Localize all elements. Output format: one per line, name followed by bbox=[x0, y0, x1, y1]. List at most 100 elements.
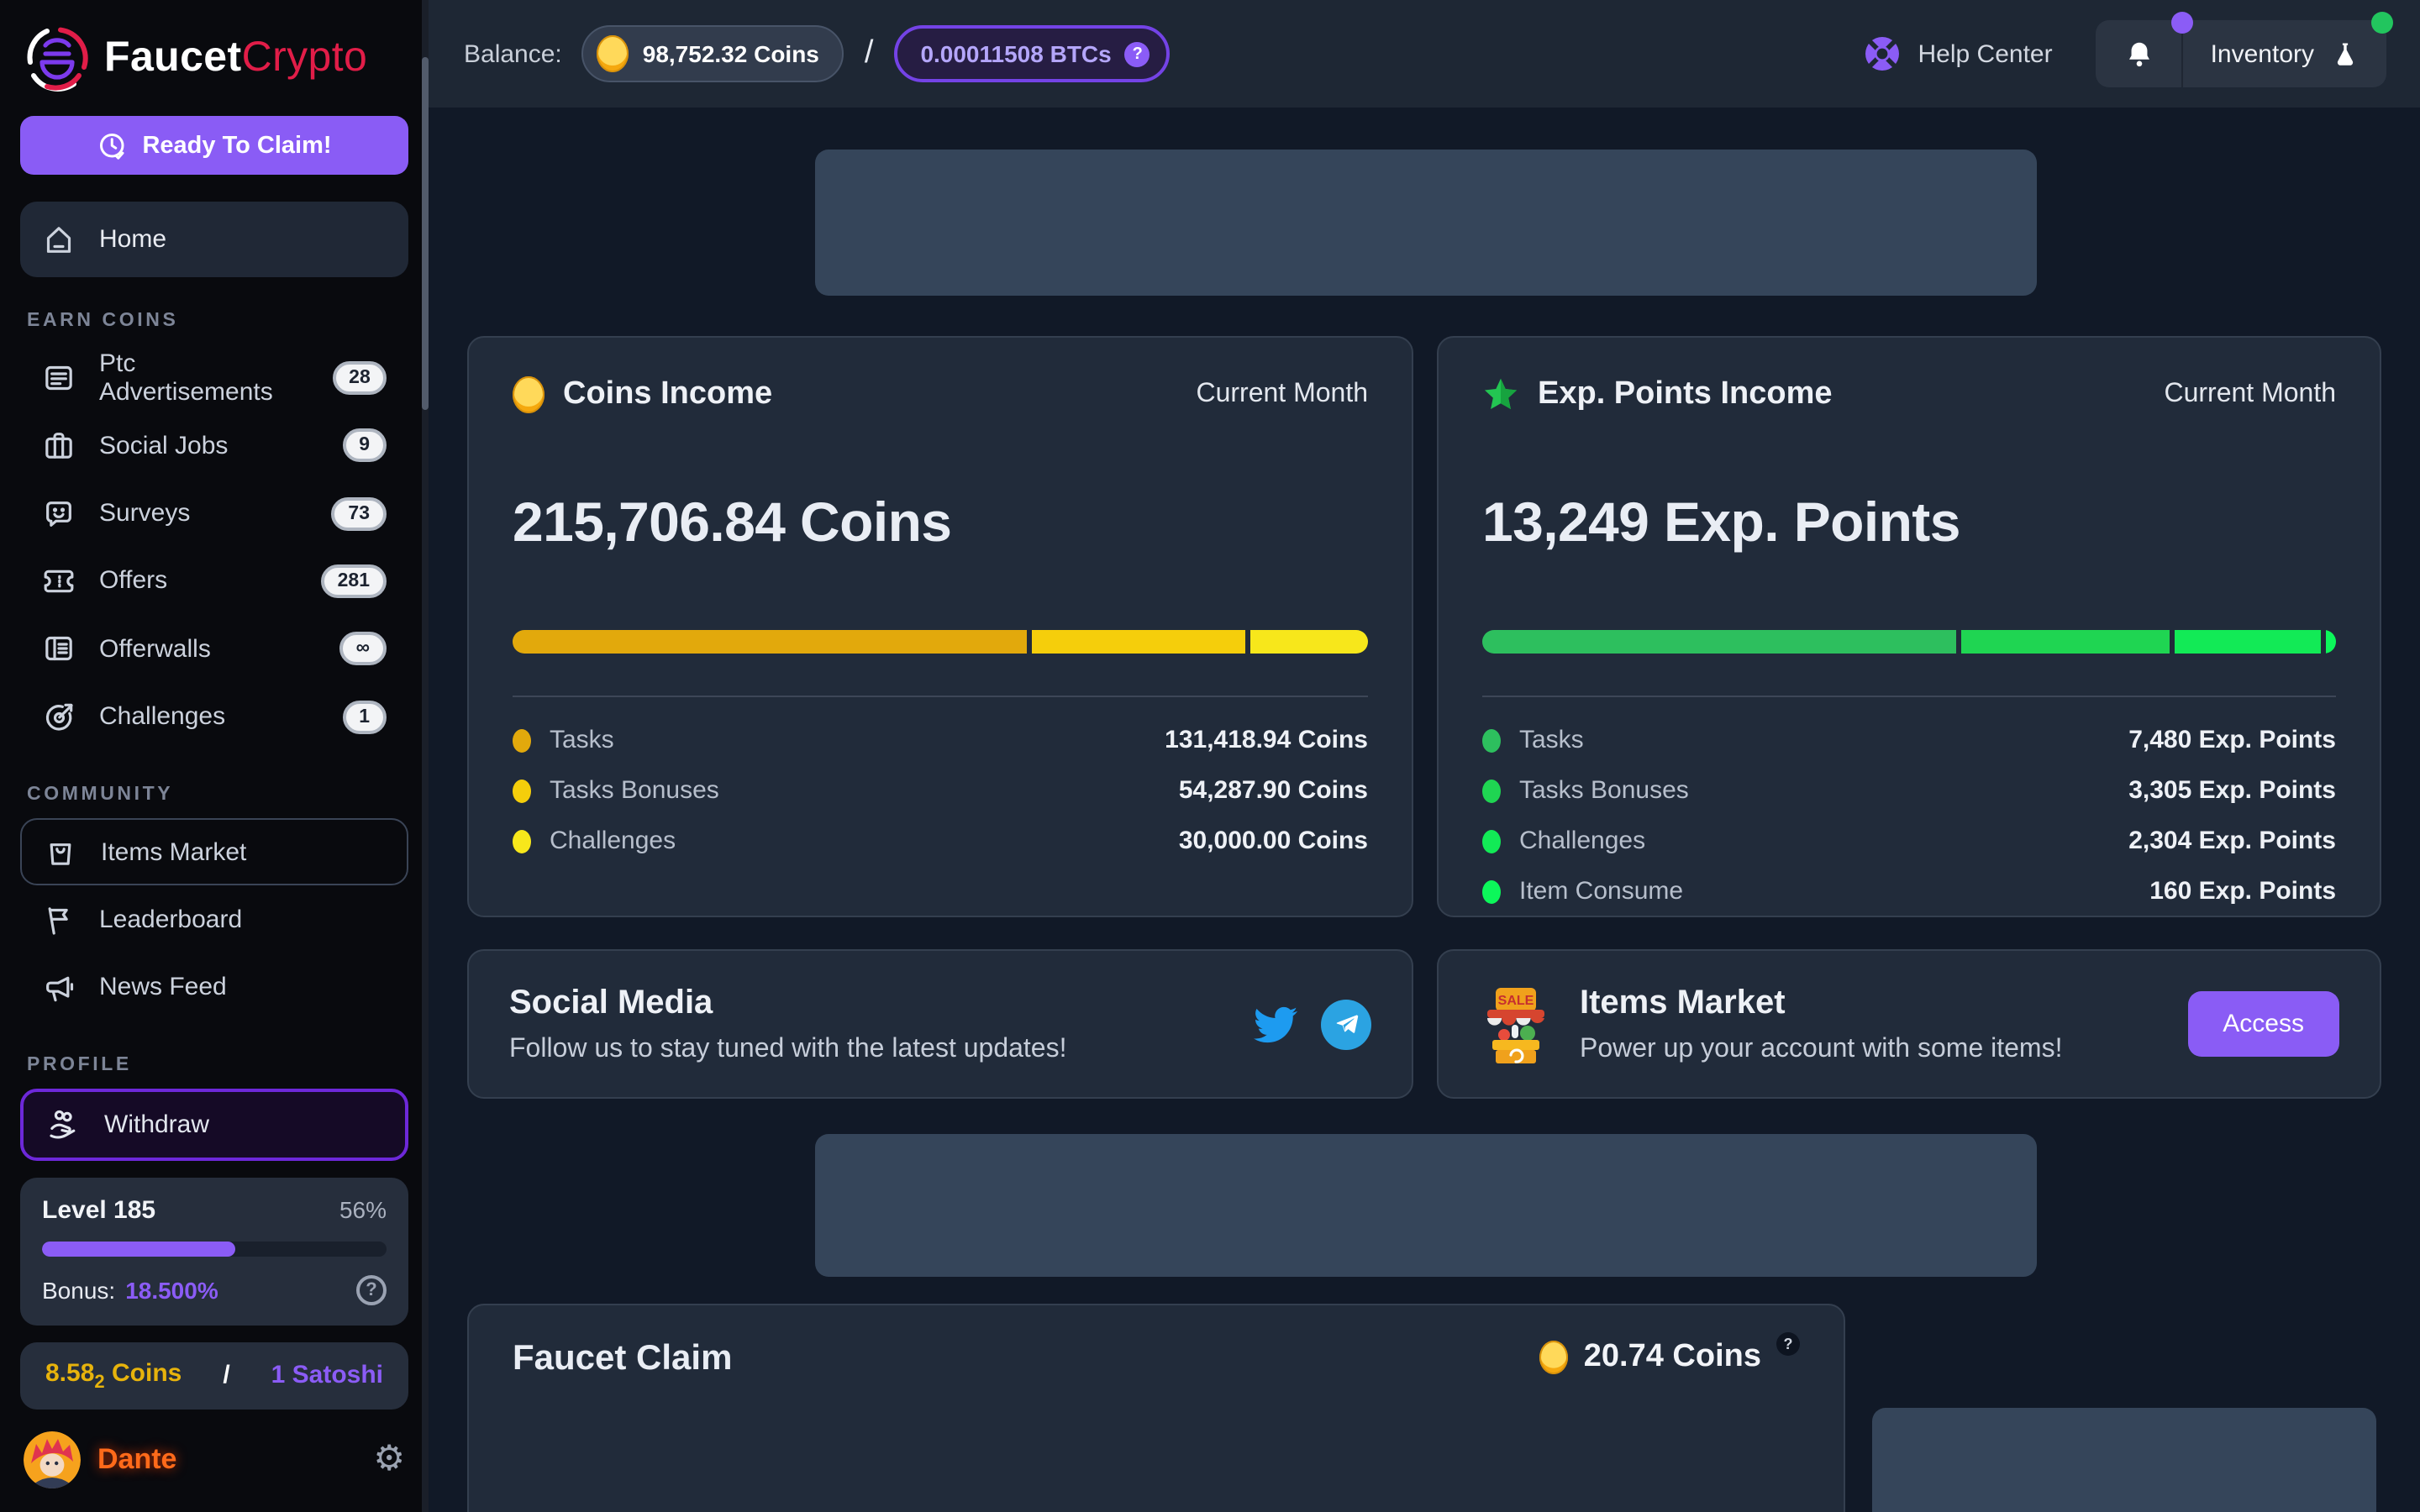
twitter-icon[interactable] bbox=[1250, 1002, 1301, 1046]
coin-icon bbox=[597, 35, 629, 72]
lifebuoy-icon bbox=[1865, 36, 1900, 71]
bonus-help-icon[interactable]: ? bbox=[356, 1274, 387, 1305]
legend-dot bbox=[1482, 728, 1501, 752]
sidebar-scrollbar-thumb[interactable] bbox=[422, 57, 429, 410]
legend-row-item-consume: Item Consume 160 Exp. Points bbox=[1482, 877, 2336, 906]
avatar[interactable] bbox=[24, 1431, 81, 1488]
items-market-card: SALE Items Market Power up your account … bbox=[1437, 949, 2381, 1099]
topbar-button-group: Inventory bbox=[2096, 12, 2393, 87]
sidebar-item-home[interactable]: Home bbox=[20, 202, 408, 277]
chat-smiley-icon bbox=[46, 501, 71, 527]
main-content: Coins Income Current Month 215,706.84 Co… bbox=[429, 108, 2420, 1512]
coins-income-total: 215,706.84 Coins bbox=[513, 491, 952, 553]
ad-placeholder-middle bbox=[815, 1134, 2037, 1277]
faucet-claim-amount: 20.74 Coins bbox=[1583, 1339, 1761, 1374]
coin-icon bbox=[513, 376, 544, 413]
coins-income-period: Current Month bbox=[1196, 380, 1368, 408]
faucet-claim-card: Faucet Claim 20.74 Coins ? bbox=[467, 1304, 1845, 1512]
exp-income-stacked-bar bbox=[1482, 630, 2336, 654]
offerwall-panel-icon bbox=[45, 637, 72, 661]
social-media-title: Social Media bbox=[509, 984, 713, 1021]
badge-count: ∞ bbox=[339, 632, 387, 666]
sidebar-item-leaderboard[interactable]: Leaderboard bbox=[20, 886, 408, 954]
level-progress-track bbox=[42, 1241, 387, 1257]
sidebar-item-challenges[interactable]: Challenges 1 bbox=[20, 683, 408, 751]
bar-segment-challenges bbox=[2175, 630, 2322, 654]
newspaper-icon bbox=[45, 365, 72, 390]
legend-dot bbox=[1482, 879, 1501, 903]
exp-income-legend: Tasks 7,480 Exp. Points Tasks Bonuses 3,… bbox=[1482, 726, 2336, 906]
user-profile-row[interactable]: Dante ⚙ bbox=[20, 1425, 408, 1495]
legend-row-tasks-bonuses: Tasks Bonuses 3,305 Exp. Points bbox=[1482, 776, 2336, 805]
sidebar-item-news-feed[interactable]: News Feed bbox=[20, 953, 408, 1021]
coin-icon bbox=[1539, 1341, 1569, 1374]
badge-count: 28 bbox=[332, 360, 387, 395]
inventory-button[interactable]: Inventory bbox=[2184, 20, 2386, 87]
legend-dot bbox=[513, 779, 531, 802]
level-percent: 56% bbox=[339, 1196, 387, 1224]
hand-coins-icon bbox=[50, 1110, 76, 1139]
exp-income-title: Exp. Points Income bbox=[1538, 376, 1833, 412]
coins-balance-pill[interactable]: 98,752.32 Coins bbox=[581, 25, 844, 82]
legend-row-tasks: Tasks 131,418.94 Coins bbox=[513, 726, 1368, 754]
level-card: Level 185 56% Bonus: 18.500% ? bbox=[20, 1177, 408, 1326]
faucet-help-icon[interactable]: ? bbox=[1776, 1332, 1800, 1356]
brand-logo[interactable]: FaucetCrypto bbox=[20, 13, 408, 104]
btc-balance-pill[interactable]: 0.00011508 BTCs ? bbox=[893, 25, 1171, 82]
inventory-badge-dot bbox=[2371, 12, 2393, 34]
briefcase-icon bbox=[45, 433, 72, 459]
legend-row-tasks-bonuses: Tasks Bonuses 54,287.90 Coins bbox=[513, 776, 1368, 805]
section-title-profile: PROFILE bbox=[27, 1055, 132, 1076]
divider bbox=[1482, 696, 2336, 697]
ready-to-claim-button[interactable]: Ready To Claim! bbox=[20, 115, 408, 176]
items-market-subtitle: Power up your account with some items! bbox=[1580, 1034, 2063, 1063]
market-stall-icon: SALE bbox=[1487, 987, 1544, 1063]
legend-dot bbox=[513, 829, 531, 853]
shopping-bag-icon bbox=[50, 843, 71, 865]
level-label: Level 185 bbox=[42, 1195, 156, 1225]
sidebar-item-offers[interactable]: Offers 281 bbox=[20, 548, 408, 616]
sidebar-item-surveys[interactable]: Surveys 73 bbox=[20, 480, 408, 548]
sidebar-item-items-market[interactable]: Items Market bbox=[20, 817, 408, 886]
bar-segment-tasks-bonuses bbox=[1960, 630, 2170, 654]
ad-placeholder-top bbox=[815, 150, 2037, 296]
legend-row-tasks: Tasks 7,480 Exp. Points bbox=[1482, 726, 2336, 754]
settings-gear-icon[interactable]: ⚙ bbox=[373, 1440, 405, 1479]
telegram-icon[interactable] bbox=[1321, 999, 1371, 1049]
social-media-subtitle: Follow us to stay tuned with the latest … bbox=[509, 1034, 1067, 1063]
sidebar-scrollbar[interactable] bbox=[422, 0, 429, 1512]
legend-row-challenges: Challenges 30,000.00 Coins bbox=[513, 827, 1368, 855]
section-title-earn-coins: EARN COINS bbox=[27, 310, 179, 331]
sidebar: FaucetCrypto Ready To Claim! Home EARN C… bbox=[0, 0, 429, 1512]
balance-separator: / bbox=[864, 35, 874, 71]
sidebar-item-social-jobs[interactable]: Social Jobs 9 bbox=[20, 412, 408, 480]
flag-icon bbox=[48, 906, 68, 934]
btc-help-icon[interactable]: ? bbox=[1124, 41, 1150, 66]
bar-segment-tasks bbox=[513, 630, 1028, 654]
access-button[interactable]: Access bbox=[2187, 991, 2339, 1057]
legend-dot bbox=[1482, 779, 1501, 802]
topbar: Balance: 98,752.32 Coins / 0.00011508 BT… bbox=[429, 0, 2420, 108]
bonus-label: Bonus: bbox=[42, 1276, 116, 1304]
conversion-coins: 8.582 Coins bbox=[45, 1358, 182, 1393]
star-icon bbox=[1484, 378, 1518, 410]
level-progress-fill bbox=[42, 1241, 235, 1257]
badge-count: 73 bbox=[331, 496, 387, 531]
legend-dot bbox=[513, 728, 531, 752]
help-center-link[interactable]: Help Center bbox=[1865, 35, 2053, 72]
sidebar-item-offerwalls[interactable]: Offerwalls ∞ bbox=[20, 615, 408, 683]
coins-income-title: Coins Income bbox=[563, 376, 773, 412]
exp-points-income-card: Exp. Points Income Current Month 13,249 … bbox=[1437, 336, 2381, 917]
brand-logo-icon bbox=[27, 27, 88, 92]
faucet-claim-title: Faucet Claim bbox=[513, 1339, 733, 1378]
brand-name: FaucetCrypto bbox=[104, 34, 368, 81]
ad-placeholder-bottom-right bbox=[1872, 1408, 2376, 1512]
sidebar-item-ptc-advertisements[interactable]: Ptc Advertisements 28 bbox=[20, 344, 408, 412]
notifications-button[interactable] bbox=[2096, 20, 2184, 87]
ticket-icon bbox=[44, 570, 74, 593]
legend-row-challenges: Challenges 2,304 Exp. Points bbox=[1482, 827, 2336, 855]
sidebar-item-withdraw[interactable]: Withdraw bbox=[20, 1089, 408, 1161]
badge-count: 281 bbox=[320, 564, 387, 598]
conversion-rate-card: 8.582 Coins / 1 Satoshi bbox=[20, 1341, 408, 1410]
